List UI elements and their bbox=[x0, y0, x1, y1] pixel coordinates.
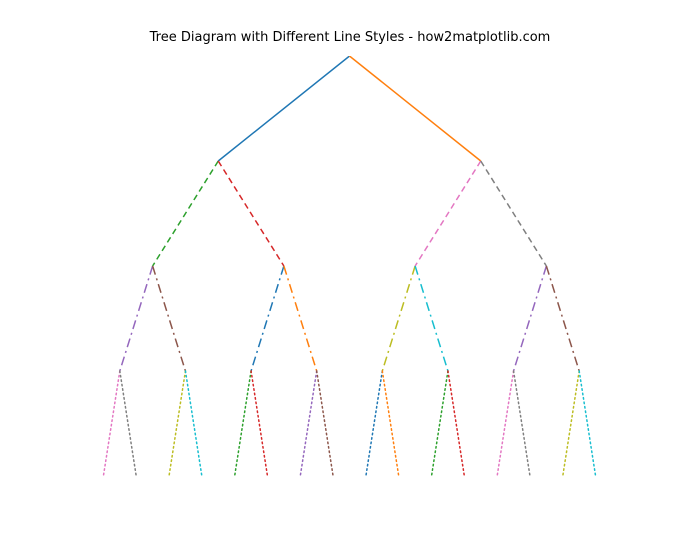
tree-edge bbox=[120, 266, 153, 371]
tree-edge bbox=[497, 371, 513, 476]
figure: Tree Diagram with Different Line Styles … bbox=[0, 0, 700, 560]
tree-edge bbox=[251, 371, 267, 476]
tree-edge bbox=[448, 371, 464, 476]
tree-edge bbox=[153, 161, 219, 266]
tree-edge bbox=[579, 371, 595, 476]
figure-title: Tree Diagram with Different Line Styles … bbox=[0, 30, 700, 45]
tree-edge bbox=[366, 371, 382, 476]
tree-edge bbox=[218, 161, 284, 266]
tree-edge bbox=[415, 161, 481, 266]
tree-edge bbox=[120, 371, 136, 476]
tree-edge bbox=[481, 161, 547, 266]
tree-edge bbox=[382, 266, 415, 371]
tree-edge bbox=[350, 56, 481, 161]
tree-edge bbox=[235, 371, 251, 476]
tree-edge bbox=[153, 266, 186, 371]
tree-edge bbox=[103, 371, 119, 476]
tree-edge bbox=[563, 371, 579, 476]
tree-edge bbox=[514, 371, 530, 476]
tree-edge bbox=[546, 266, 579, 371]
tree-edge bbox=[185, 371, 201, 476]
tree-edge bbox=[514, 266, 547, 371]
tree-edge bbox=[284, 266, 317, 371]
tree-edge bbox=[432, 371, 448, 476]
tree-edge bbox=[382, 371, 398, 476]
tree-edge bbox=[251, 266, 284, 371]
tree-edge bbox=[317, 371, 333, 476]
tree-edge bbox=[415, 266, 448, 371]
tree-edge bbox=[218, 56, 349, 161]
tree-edge bbox=[300, 371, 316, 476]
tree-diagram bbox=[87, 56, 612, 476]
tree-edge bbox=[169, 371, 185, 476]
